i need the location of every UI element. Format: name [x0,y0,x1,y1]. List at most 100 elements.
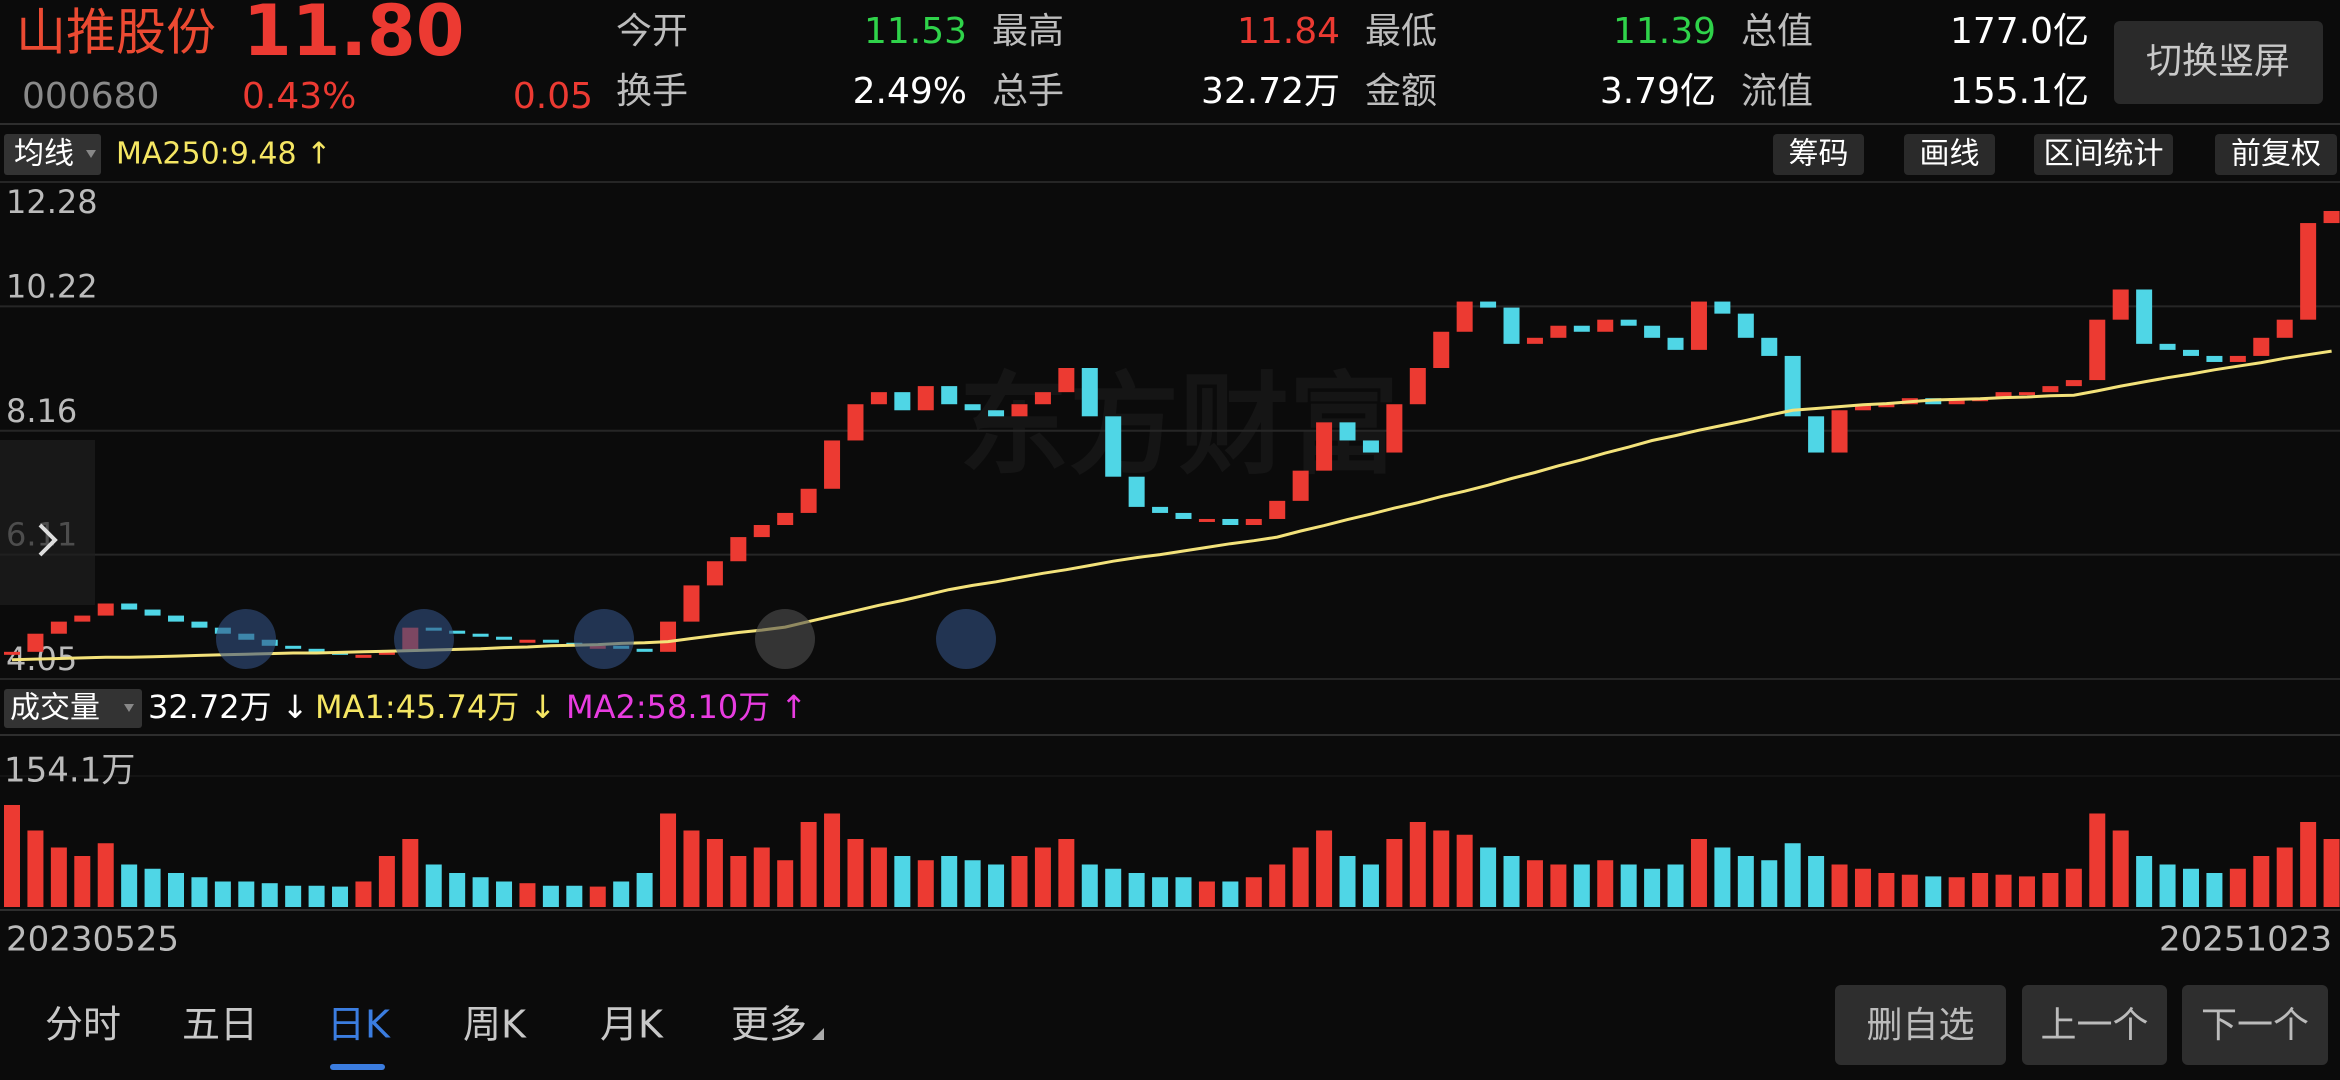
volume-bar [566,885,583,907]
tab[interactable]: 月K [600,1003,664,1047]
volume-readout: MA2:58.10万 ↑ [566,688,807,726]
tab[interactable]: 日K [327,1003,391,1047]
candle [2112,289,2129,320]
volume-selector[interactable] [4,689,142,728]
volume-bar [1714,847,1731,907]
volume-bar [824,813,841,907]
volume-bar [1854,868,1871,907]
tab[interactable]: 周K [463,1003,527,1047]
candle [1128,476,1145,507]
tab[interactable]: 五日 [182,1003,258,1047]
volume-bar [1526,860,1543,907]
candle [1175,512,1192,519]
bottom-button-label[interactable]: 下一个 [2201,1005,2309,1046]
tool-button-label[interactable]: 前复权 [2231,137,2321,172]
candle [636,648,653,652]
volume-bar [1831,864,1848,907]
candle [472,633,489,637]
volume-bar [238,881,255,907]
tool-button[interactable] [2215,134,2337,175]
candle [1550,325,1567,338]
candle [2229,355,2246,362]
candle [355,654,372,658]
change: 0.05 [513,76,593,117]
bottom-button-label[interactable]: 上一个 [2040,1005,2148,1046]
volume-bar [1737,855,1754,907]
stat-label: 总值 [1741,11,1813,52]
volume-bar [449,872,466,907]
ma-selector-label[interactable]: 均线 [14,137,74,172]
candle [1761,337,1778,356]
stat-value: 2.49% [853,71,967,112]
volume-bar [425,864,442,907]
tool-button[interactable] [1904,134,1995,175]
volume-bar [964,860,981,907]
candle [988,410,1005,417]
volume-bar [2159,864,2176,907]
volume-bar [97,843,114,907]
orientation-button-label[interactable]: 切换竖屏 [2146,41,2290,82]
volume-bar [1620,864,1637,907]
tool-button[interactable] [1773,134,1864,175]
float-tool[interactable] [394,609,454,669]
volume-bar [988,864,1005,907]
tab[interactable]: 更多 [731,1003,807,1047]
float-tool[interactable] [936,609,996,669]
volume-bar [1948,877,1965,907]
candle [1878,404,1895,408]
stat-value: 11.84 [1237,11,1340,52]
volume-bar [683,830,700,907]
volume-bar [1339,855,1356,907]
watermark: 东方财富 [959,361,1399,489]
tool-button-label[interactable]: 筹码 [1789,137,1849,172]
stat-label: 金额 [1365,71,1437,112]
candle [2042,386,2059,393]
bottom-button[interactable] [2182,985,2328,1065]
volume-selector-label[interactable]: 成交量 [10,691,100,726]
candle [2323,210,2340,224]
volume-bar [1362,864,1379,907]
volume-bar [542,885,559,907]
ma-selector[interactable] [4,134,101,175]
bottom-button-label[interactable]: 删自选 [1866,1005,1974,1046]
volume-bar [74,855,91,907]
tab-underline [330,1064,385,1070]
candle [1034,392,1051,405]
side-panel[interactable] [0,440,95,605]
volume-bar [1480,847,1497,907]
orientation-button[interactable] [2114,21,2323,104]
volume-bar [1409,821,1426,907]
volume-bar [2300,821,2317,907]
volume-bar [1503,855,1520,907]
volume-bar [1808,855,1825,907]
tool-button-label[interactable]: 画线 [1920,137,1980,172]
tool-button[interactable] [2034,134,2173,175]
side-arrow[interactable] [38,523,58,557]
tab[interactable]: 分时 [45,1003,121,1047]
candle [1316,422,1333,471]
dropdown-arrow [86,150,96,158]
volume-bar [1128,872,1145,907]
float-tool[interactable] [216,609,276,669]
volume-bar [1972,872,1989,907]
volume-bar [589,886,606,907]
candle [1854,404,1871,411]
candle [2276,319,2293,338]
more-indicator [812,1028,824,1040]
float-tool[interactable] [755,609,815,669]
bottom-button[interactable] [2022,985,2167,1065]
tool-button-label[interactable]: 区间统计 [2044,137,2164,172]
candle [519,639,536,643]
candle [1105,416,1122,477]
candle [191,621,208,628]
bottom-button[interactable] [1835,985,2006,1065]
volume-readout: MA1:45.74万 ↓ [315,688,556,726]
volume-bar [1433,830,1450,907]
volume-bar [1011,855,1028,907]
candle [1948,398,1965,405]
candle [1409,367,1426,405]
float-tool[interactable] [574,609,634,669]
volume-bar [1105,868,1122,907]
stock-price: 11.80 [243,0,464,72]
